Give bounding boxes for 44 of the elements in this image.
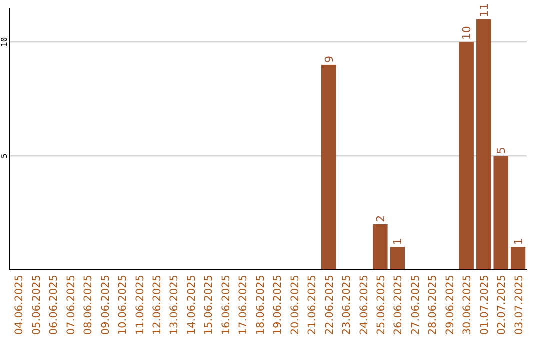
- x-tick-label: 03.07.2025: [513, 275, 526, 336]
- data-label: 1: [512, 238, 526, 246]
- x-tick-label: 01.07.2025: [478, 275, 491, 336]
- x-tick-label: 22.06.2025: [324, 275, 336, 336]
- data-label: 11: [478, 3, 491, 18]
- bar: [459, 42, 474, 270]
- x-tick-label: 08.06.2025: [82, 275, 95, 336]
- x-tick-label: 25.06.2025: [375, 275, 388, 336]
- data-label: 1: [392, 238, 405, 246]
- data-label: 2: [374, 215, 388, 222]
- x-tick-label: 21.06.2025: [306, 275, 319, 336]
- x-tick-label: 14.06.2025: [186, 275, 198, 336]
- x-tick-label: 26.06.2025: [392, 275, 405, 336]
- data-label: 10: [460, 26, 474, 40]
- x-tick-label: 30.06.2025: [462, 275, 474, 336]
- x-tick-label: 05.06.2025: [30, 275, 43, 336]
- data-label: 5: [495, 147, 508, 154]
- x-tick-label: 11.06.2025: [134, 275, 146, 336]
- x-tick-label: 29.06.2025: [444, 275, 456, 336]
- bar: [321, 64, 336, 270]
- x-tick-label: 20.06.2025: [289, 275, 302, 336]
- x-tick-label: 15.06.2025: [203, 275, 216, 336]
- x-tick-label: 02.07.2025: [496, 275, 508, 336]
- x-tick-label: 18.06.2025: [254, 275, 267, 336]
- x-tick-label: 06.06.2025: [48, 275, 60, 336]
- x-tick-label: 27.06.2025: [410, 275, 422, 336]
- x-tick-label: 07.06.2025: [65, 275, 78, 336]
- x-tick-label: 04.06.2025: [14, 275, 26, 336]
- bar: [510, 247, 526, 270]
- x-tick-label: 19.06.2025: [272, 275, 284, 336]
- x-tick-label: 23.06.2025: [341, 275, 354, 336]
- bar: [373, 224, 388, 270]
- x-tick-label: 24.06.2025: [358, 275, 370, 336]
- x-tick-label: 17.06.2025: [238, 275, 250, 336]
- x-tick-label: 16.06.2025: [220, 275, 232, 336]
- bar: [476, 19, 492, 270]
- x-tick-label: 13.06.2025: [168, 275, 181, 336]
- bar: [390, 247, 406, 270]
- x-tick-label: 12.06.2025: [152, 275, 164, 336]
- x-tick-label: 28.06.2025: [427, 275, 440, 336]
- bar: [494, 156, 508, 270]
- x-tick-label: 09.06.2025: [100, 275, 112, 336]
- x-tick-label: 10.06.2025: [117, 275, 130, 336]
- data-label: 9: [322, 56, 336, 63]
